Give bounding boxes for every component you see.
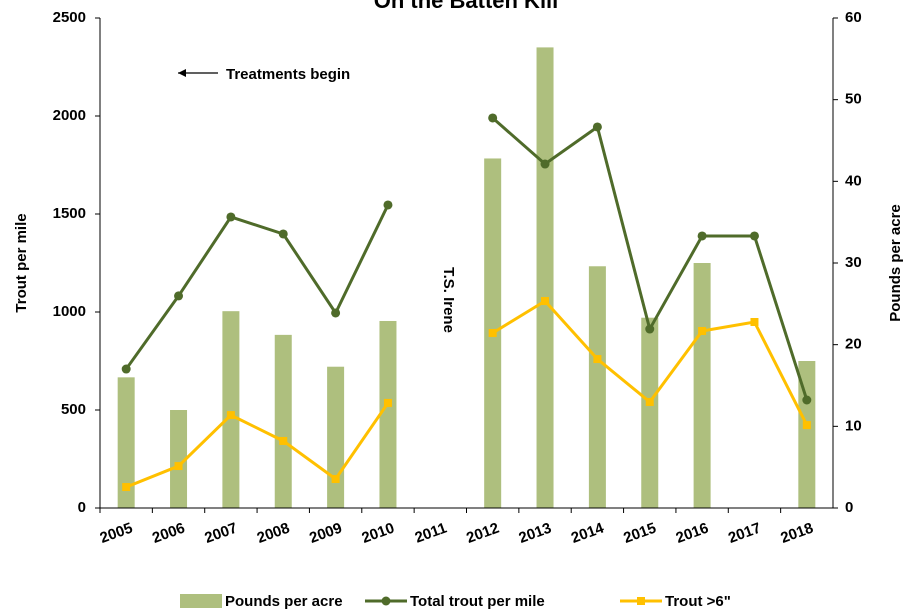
marker <box>226 411 235 420</box>
chart-title: On the Batten Kill <box>374 0 559 13</box>
x-tick-label: 2007 <box>202 520 239 547</box>
y2-tick-label: 40 <box>845 172 862 189</box>
arrow-head <box>178 69 186 77</box>
marker <box>645 324 655 334</box>
marker <box>226 212 236 222</box>
marker <box>488 113 498 123</box>
marker <box>541 297 550 306</box>
x-tick-label: 2006 <box>150 520 187 547</box>
x-tick-label: 2009 <box>307 520 344 547</box>
marker <box>488 328 497 337</box>
bar <box>274 334 292 508</box>
y-tick-label: 0 <box>78 499 86 516</box>
y2-axis-label: Pounds per acre <box>887 204 904 322</box>
marker <box>121 364 131 374</box>
x-tick-label: 2011 <box>413 520 449 547</box>
y-tick-label: 2500 <box>53 9 86 26</box>
x-tick-label: 2013 <box>517 520 554 547</box>
y2-tick-label: 0 <box>845 499 853 516</box>
y2-tick-label: 20 <box>845 336 862 353</box>
bar <box>798 361 816 508</box>
legend-marker <box>381 596 391 606</box>
marker <box>645 397 654 406</box>
y2-tick-label: 60 <box>845 9 862 26</box>
marker <box>174 291 184 301</box>
x-tick-label: 2018 <box>778 520 815 547</box>
bar <box>536 47 554 509</box>
marker <box>802 395 812 405</box>
bar <box>117 377 135 508</box>
x-tick-label: 2008 <box>255 520 292 547</box>
bar <box>641 317 659 508</box>
y-axis-label: Trout per mile <box>13 213 30 312</box>
y-tick-label: 2000 <box>53 107 86 124</box>
bar <box>588 266 606 508</box>
x-tick-label: 2014 <box>569 519 607 547</box>
x-tick-label: 2017 <box>726 520 763 547</box>
legend-label: Total trout per mile <box>410 593 545 610</box>
x-tick-label: 2015 <box>621 520 658 547</box>
marker <box>278 229 288 239</box>
marker <box>802 421 811 430</box>
marker <box>122 483 131 492</box>
marker <box>331 474 340 483</box>
marker <box>540 159 550 169</box>
x-tick-label: 2005 <box>98 520 135 547</box>
annotation: Treatments begin <box>226 66 350 83</box>
bar <box>379 320 397 508</box>
marker <box>749 231 759 241</box>
legend-label: Pounds per acre <box>225 593 343 610</box>
y2-tick-label: 50 <box>845 91 862 108</box>
y2-tick-label: 30 <box>845 254 862 271</box>
legend-label: Trout >6" <box>665 593 731 610</box>
x-tick-label: 2012 <box>464 520 501 547</box>
marker <box>279 436 288 445</box>
x-tick-label: 2010 <box>360 520 397 547</box>
y-tick-label: 1000 <box>53 303 86 320</box>
marker <box>383 200 393 210</box>
x-tick-label: 2016 <box>674 520 711 547</box>
y-tick-label: 1500 <box>53 205 86 222</box>
bar <box>693 263 711 508</box>
marker <box>593 355 602 364</box>
marker <box>697 231 707 241</box>
bar <box>170 410 188 508</box>
marker <box>698 327 707 336</box>
marker <box>331 308 341 318</box>
y-tick-label: 500 <box>61 401 86 418</box>
legend-swatch <box>180 594 222 608</box>
y2-tick-label: 10 <box>845 417 862 434</box>
bar <box>222 311 240 508</box>
annotation: T.S. Irene <box>440 267 457 333</box>
legend-marker <box>637 597 645 605</box>
marker <box>592 122 602 132</box>
bar <box>327 366 345 508</box>
marker <box>750 317 759 326</box>
marker <box>383 398 392 407</box>
marker <box>174 462 183 471</box>
